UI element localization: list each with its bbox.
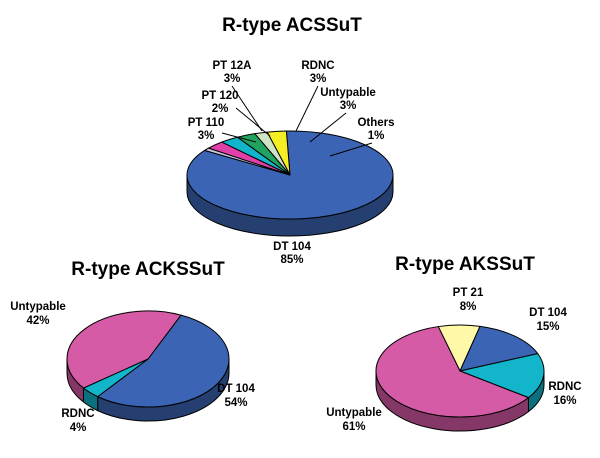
slice-label-pt12a: PT 12A [213,60,252,72]
slice-label-dt104: DT 104 [529,307,567,319]
slice-label-untypable: Untypable [326,407,382,419]
pie-layer [66,130,545,432]
slice-value-untypable: 3% [340,100,357,112]
slice-label-pt120: PT 120 [201,90,238,102]
pie-3 [375,324,545,432]
slice-value-rdnc: 16% [553,395,576,407]
slice-label-pt110: PT 110 [188,117,224,129]
slice-value-dt104: 54% [224,397,247,409]
chart-title-ackssut: R-type ACKSSuT [71,259,225,280]
slice-value-rdnc: 3% [310,73,327,85]
slice-value-dt104: 85% [280,254,303,266]
slice-value-pt110: 3% [198,130,215,142]
slice-value-pt12a: 3% [224,73,241,85]
pie-2-slice-dt104 [97,314,230,408]
slice-value-untypable: 61% [342,421,365,433]
leader-lines [221,85,373,157]
pie-3-slice-untypable [375,326,529,418]
slice-label-others: Others [357,117,394,129]
slice-label-rdnc: RDNC [61,408,94,420]
slice-label-untypable: Untypable [320,87,376,99]
pie-3-slice-dt104 [459,325,539,372]
pie-1-slice-others [204,147,291,176]
pie-2 [66,310,230,422]
slice-value-untypable: 42% [26,315,49,327]
pie-3-slice-rdnc [459,353,545,399]
leader-line [329,142,373,157]
pie-2-slice-untypable [66,310,182,389]
slice-value-rdnc: 4% [70,422,87,434]
slice-label-pt21: PT 21 [453,287,484,299]
slice-label-rdnc: RDNC [301,60,334,72]
leader-line [235,107,271,137]
slice-value-pt120: 2% [212,103,229,115]
leader-line [221,132,257,143]
slice-value-pt21: 8% [460,301,477,313]
chart-title-akssut: R-type AKSSuT [395,254,535,275]
slice-label-dt104: DT 104 [273,241,311,253]
slice-label-dt104: DT 104 [217,383,255,395]
leader-line [295,85,319,132]
slice-label-rdnc: RDNC [548,381,581,393]
slice-value-others: 1% [368,130,385,142]
leader-line [309,112,347,143]
chart-title-acssut: R-type ACSSuT [222,15,362,36]
slice-label-untypable: Untypable [10,301,66,313]
slice-value-dt104: 15% [536,321,559,333]
leader-line [231,85,263,132]
pie-1 [186,130,394,237]
